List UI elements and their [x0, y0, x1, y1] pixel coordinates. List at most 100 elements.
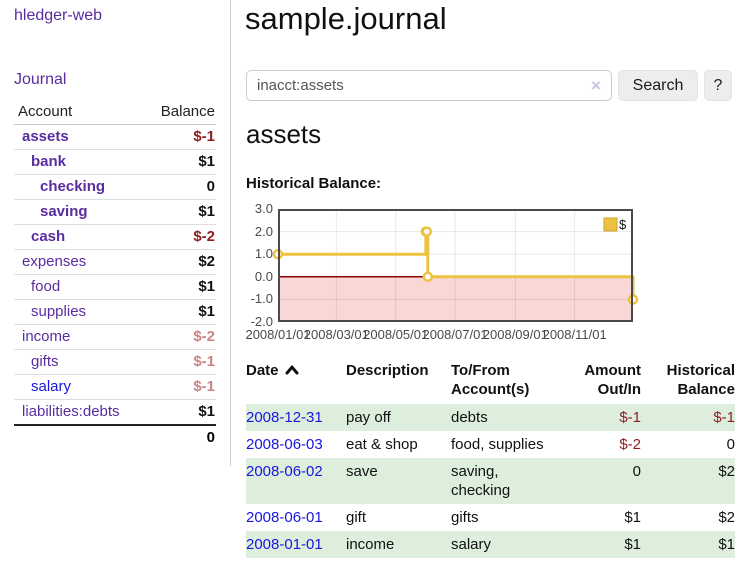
search-bar: × Search ? [246, 70, 735, 101]
transaction-row: 2008-12-31 pay off debts $-1 $-1 [246, 404, 735, 431]
transaction-balance: 0 [726, 436, 735, 453]
chart-x-axis-label: 2008/03/01 [303, 327, 369, 342]
chart-data-point-marker [421, 226, 433, 237]
search-input[interactable] [246, 70, 612, 101]
chart-data-point-marker [422, 271, 434, 283]
transaction-date-link[interactable]: 2008-06-02 [246, 463, 323, 480]
account-link-checking[interactable]: checking [40, 178, 106, 195]
account-balance: $-2 [143, 324, 216, 350]
transaction-description: income [346, 536, 395, 553]
account-link-assets[interactable]: assets [22, 128, 69, 145]
chart-title: Historical Balance: [246, 175, 382, 192]
transaction-amount: $1 [624, 536, 641, 553]
accounts-total-spacer [14, 424, 144, 450]
account-balance: $1 [143, 149, 216, 175]
column-header-date[interactable]: Date [246, 361, 346, 404]
chart-x-axis-label: 2008/05/01 [363, 327, 429, 342]
account-balance: $1 [143, 299, 216, 325]
account-link-expenses[interactable]: expenses [22, 253, 87, 270]
account-row: cash $-2 [14, 224, 216, 250]
transaction-balance: $2 [718, 509, 735, 526]
transaction-balance: $-1 [713, 409, 735, 426]
chart-legend: $ [603, 217, 627, 232]
transaction-amount: $-2 [619, 436, 641, 453]
transaction-accounts: saving, checking [451, 463, 511, 499]
account-row: salary $-1 [14, 374, 216, 400]
transaction-description: gift [346, 509, 367, 526]
account-link-saving[interactable]: saving [40, 203, 88, 220]
account-balance: $-1 [143, 374, 216, 400]
chart-x-axis-label: 2008/09/01 [482, 327, 548, 342]
chart-x-axis-label: 2008/01/01 [245, 327, 311, 342]
transaction-row: 2008-06-02 save saving, checking 0 $2 [246, 458, 735, 504]
transactions-table: Date Description To/From Account(s) Amou… [246, 361, 735, 558]
transaction-accounts: food, supplies [451, 436, 544, 453]
transaction-row: 2008-01-01 income salary $1 $1 [246, 531, 735, 558]
account-balance: $1 [143, 199, 216, 225]
account-balance: $1 [143, 399, 216, 426]
account-balance: $-1 [143, 124, 216, 150]
column-header-description: Description [346, 362, 429, 379]
transaction-row: 2008-06-03 eat & shop food, supplies $-2 0 [246, 431, 735, 458]
transaction-date-link[interactable]: 2008-06-01 [246, 509, 323, 526]
help-button[interactable]: ? [704, 70, 732, 101]
chart-y-axis-label: 0.0 [254, 268, 273, 284]
account-link-bank[interactable]: bank [31, 153, 67, 170]
transaction-description: pay off [346, 409, 391, 426]
column-header-amount: Amount Out/In [584, 362, 641, 398]
column-header-balance: Historical Balance [666, 362, 735, 398]
chart-y-axis-label: 1.0 [254, 246, 273, 262]
sidebar: hledger-web Journal Account Balance asse… [0, 0, 231, 466]
account-row: income $-2 [14, 324, 216, 350]
search-button[interactable]: Search [618, 70, 698, 101]
account-balance: $-1 [143, 349, 216, 375]
brand-link[interactable]: hledger-web [14, 7, 103, 24]
account-balance: $2 [143, 249, 216, 275]
transaction-amount: $-1 [619, 409, 641, 426]
transaction-amount: $1 [624, 509, 641, 526]
account-link-supplies[interactable]: supplies [31, 303, 87, 320]
account-row: supplies $1 [14, 299, 216, 325]
chart-x-axis-label: 2008/11/01 [542, 327, 607, 342]
sidebar-item-journal[interactable]: Journal [14, 71, 67, 88]
account-link-liabilities-debts[interactable]: liabilities:debts [22, 403, 120, 420]
account-balance: $1 [143, 274, 216, 300]
transaction-description: save [346, 463, 378, 480]
account-balance: 0 [143, 174, 216, 200]
transaction-row: 2008-06-01 gift gifts $1 $2 [246, 504, 735, 531]
account-link-cash[interactable]: cash [31, 228, 66, 245]
account-row: liabilities:debts $1 [14, 399, 216, 426]
account-link-gifts[interactable]: gifts [31, 353, 59, 370]
accounts-header-balance: Balance [143, 100, 216, 125]
page-title: sample.journal [245, 1, 447, 36]
clear-search-icon[interactable]: × [591, 76, 601, 95]
account-link-income[interactable]: income [22, 328, 71, 345]
account-link-food[interactable]: food [31, 278, 61, 295]
account-row: checking 0 [14, 174, 216, 200]
chart-negative-region [278, 276, 633, 322]
column-header-accounts: To/From Account(s) [451, 362, 530, 398]
account-link-salary[interactable]: salary [31, 378, 72, 395]
account-row: saving $1 [14, 199, 216, 225]
chart-y-axis-label: -2.0 [250, 314, 273, 329]
date-header-label: Date [246, 362, 279, 379]
sort-ascending-icon [285, 361, 299, 380]
transactions-header-row: Date Description To/From Account(s) Amou… [246, 361, 735, 404]
account-row: food $1 [14, 274, 216, 300]
transaction-balance: $1 [718, 536, 735, 553]
chart-y-axis-label: 2.0 [254, 223, 273, 239]
accounts-header-account: Account [14, 100, 144, 125]
transaction-date-link[interactable]: 2008-01-01 [246, 536, 323, 553]
transaction-accounts: salary [451, 536, 492, 553]
chart-border [278, 209, 633, 322]
legend-label: $ [619, 217, 627, 232]
transaction-date-link[interactable]: 2008-12-31 [246, 409, 323, 426]
account-row: gifts $-1 [14, 349, 216, 375]
account-row: expenses $2 [14, 249, 216, 275]
transaction-date-link[interactable]: 2008-06-03 [246, 436, 323, 453]
accounts-table: Account Balance assets $-1 bank $1 checking 0… [14, 100, 216, 450]
chart-x-axis-label: 2008/07/01 [422, 327, 488, 342]
transaction-amount: 0 [632, 463, 641, 480]
balance-chart: 3.0 2.0 1.0 0.0 -1.0 -2.0 2008/01/01 2008/03/01… [245, 201, 742, 352]
